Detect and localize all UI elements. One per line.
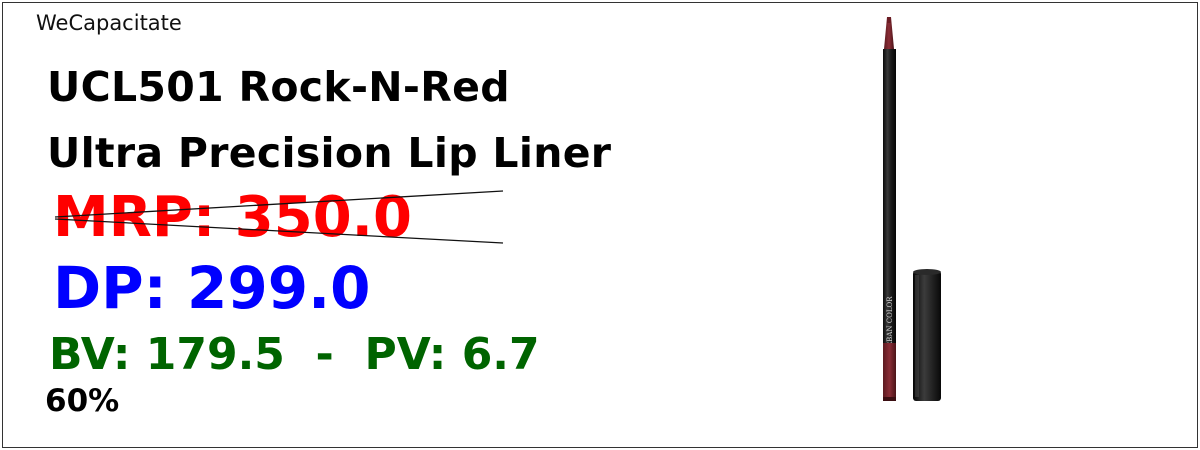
strikethrough-icon xyxy=(54,190,504,244)
brand-label: WeCapacitate xyxy=(36,11,182,35)
mrp-price: MRP: 350.0 xyxy=(53,185,412,250)
dp-price: DP: 299.0 xyxy=(53,254,371,322)
mrp-price-block: MRP: 350.0 xyxy=(53,187,505,249)
product-name-title: Ultra Precision Lip Liner xyxy=(47,129,612,177)
pencil-brand-text: URBAN COLOR xyxy=(886,296,894,353)
product-code-title: UCL501 Rock-N-Red xyxy=(47,63,510,111)
lip-liner-image: URBAN COLOR xyxy=(883,17,941,401)
bv-pv-values: BV: 179.5 - PV: 6.7 xyxy=(49,329,540,380)
discount-percent: 60% xyxy=(45,383,120,419)
